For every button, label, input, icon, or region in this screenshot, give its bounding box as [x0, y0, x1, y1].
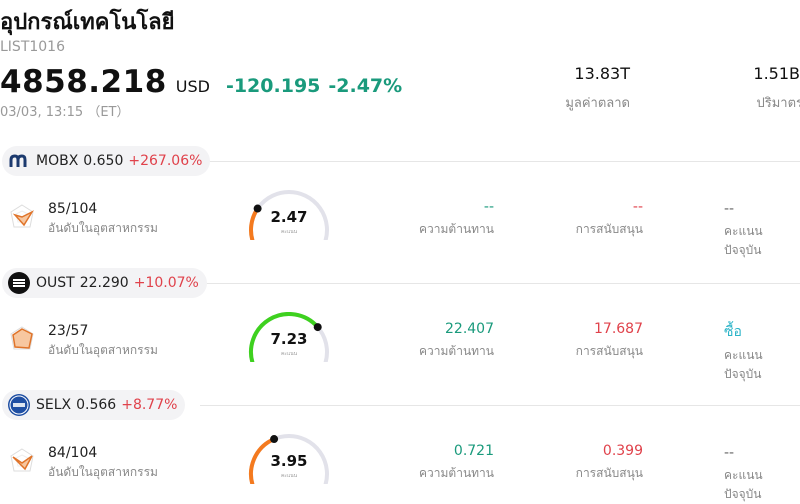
- price-change: -120.195: [225, 75, 321, 97]
- score-gauge[interactable]: [244, 190, 334, 240]
- timestamp: 03/03, 13:15 （ET）: [0, 105, 130, 120]
- index-price: 4858.218: [0, 64, 167, 100]
- score-label: คะแนน: [280, 351, 298, 357]
- current-rating-label: คะแนนปัจจุบัน: [724, 224, 763, 257]
- market-cap-label: มูลค่าตลาด: [565, 96, 630, 111]
- score-value: 3.95: [270, 452, 308, 470]
- resistance-label: ความต้านทาน: [419, 466, 494, 480]
- currency: USD: [175, 77, 210, 96]
- current-rating: --: [724, 201, 735, 217]
- resistance-value: 0.721: [453, 443, 494, 459]
- current-rating-label: คะแนนปัจจุบัน: [724, 348, 763, 381]
- industry-rank-label: อันดับในอุตสาหกรรม: [48, 343, 158, 357]
- stock-pct: +267.06%: [128, 153, 203, 169]
- stock-chip-oust[interactable]: OUST 22.290 +10.07%: [2, 268, 207, 298]
- score-value: 2.47: [270, 208, 308, 226]
- resistance-label: ความต้านทาน: [419, 222, 494, 236]
- stock-pct: +8.77%: [121, 397, 178, 413]
- selx-logo-icon: [8, 394, 30, 416]
- industry-rank-label: อันดับในอุตสาหกรรม: [48, 465, 158, 479]
- divider: [200, 405, 800, 406]
- score-value: 7.23: [270, 330, 308, 348]
- current-rating: ซื้อ: [724, 324, 742, 340]
- score-label: คะแนน: [280, 473, 298, 479]
- price-change-pct: -2.47%: [328, 75, 403, 97]
- score-label: คะแนน: [280, 229, 298, 235]
- resistance-value: 22.407: [445, 321, 494, 337]
- mobx-logo-icon: [8, 150, 30, 172]
- current-rating: --: [724, 445, 735, 461]
- support-label: การสนับสนุน: [575, 466, 643, 480]
- industry-rank: 84/104: [48, 445, 98, 461]
- resistance-label: ความต้านทาน: [419, 344, 494, 358]
- industry-rank-label: อันดับในอุตสาหกรรม: [48, 221, 158, 235]
- support-label: การสนับสนุน: [575, 344, 643, 358]
- stock-ticker: OUST: [36, 275, 75, 291]
- stock-pct: +10.07%: [133, 275, 199, 291]
- rank-radar-icon: [10, 326, 34, 350]
- stock-ticker: MOBX: [36, 153, 79, 169]
- rank-radar-icon: [10, 204, 35, 228]
- support-value: --: [632, 199, 643, 215]
- support-label: การสนับสนุน: [575, 222, 643, 236]
- divider: [200, 283, 800, 284]
- volume-value: 1.51B: [753, 64, 800, 83]
- stock-ticker: SELX: [36, 397, 72, 413]
- volume-label: ปริมาตร: [756, 96, 800, 111]
- list-code: LIST1016: [0, 39, 65, 55]
- industry-rank: 85/104: [48, 201, 98, 217]
- stock-chip-mobx[interactable]: MOBX 0.650 +267.06%: [2, 146, 211, 176]
- oust-logo-icon: [8, 272, 30, 294]
- industry-rank: 23/57: [48, 323, 89, 339]
- current-rating-label: คะแนนปัจจุบัน: [724, 468, 763, 501]
- resistance-value: --: [483, 199, 494, 215]
- price-row: 4858.218 USD -120.195 -2.47%: [0, 64, 402, 100]
- support-value: 17.687: [594, 321, 643, 337]
- stock-price: 0.566: [76, 397, 117, 413]
- market-cap-value: 13.83T: [574, 64, 630, 83]
- divider: [200, 161, 800, 162]
- stock-price: 0.650: [83, 153, 124, 169]
- stock-price: 22.290: [79, 275, 129, 291]
- page-title: อุปกรณ์เทคโนโลยี: [0, 10, 175, 35]
- rank-radar-icon: [10, 448, 34, 472]
- support-value: 0.399: [602, 443, 643, 459]
- score-gauge[interactable]: [244, 312, 334, 362]
- score-gauge[interactable]: [244, 434, 334, 484]
- stock-chip-selx[interactable]: SELX 0.566 +8.77%: [2, 390, 186, 420]
